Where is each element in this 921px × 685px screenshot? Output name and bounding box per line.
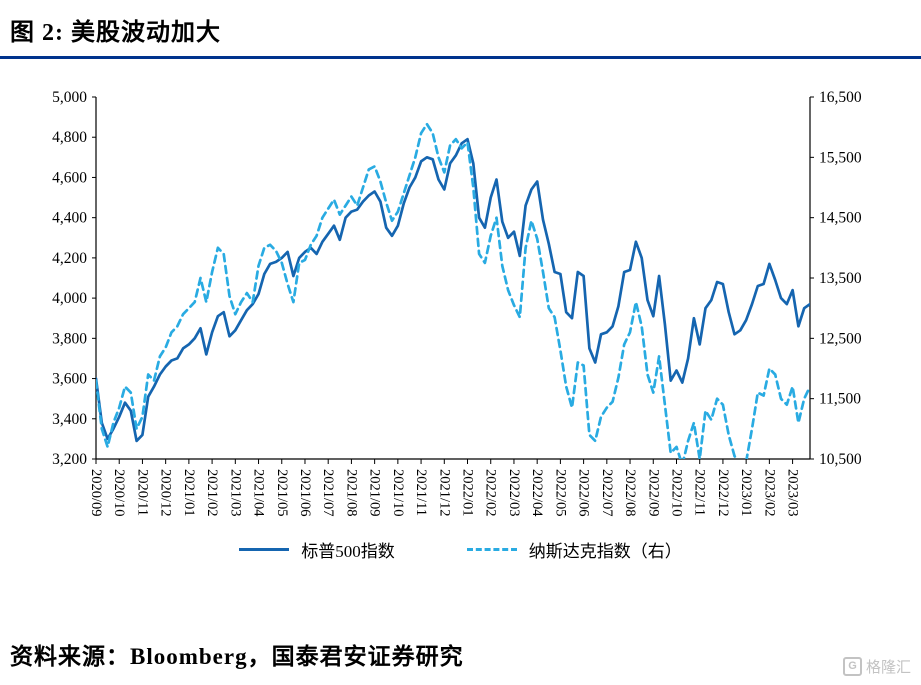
svg-text:2021/02: 2021/02 [204,469,220,517]
svg-text:2020/10: 2020/10 [111,469,127,517]
nasdaq-line-sample-icon [466,548,517,551]
svg-text:4,400: 4,400 [52,210,87,227]
svg-text:16,500: 16,500 [819,89,862,106]
svg-text:4,000: 4,000 [52,290,87,307]
legend-label-sp500: 标普500指数 [301,542,395,561]
svg-text:5,000: 5,000 [52,89,87,106]
svg-text:2021/06: 2021/06 [297,469,313,517]
svg-text:2021/04: 2021/04 [251,469,267,517]
svg-text:2023/02: 2023/02 [761,469,777,517]
svg-text:2020/09: 2020/09 [88,469,104,517]
svg-text:3,200: 3,200 [52,451,87,468]
svg-text:2021/11: 2021/11 [413,469,429,516]
svg-text:2022/12: 2022/12 [715,469,731,517]
svg-text:2022/02: 2022/02 [483,469,499,517]
legend-label-nasdaq: 纳斯达克指数（右） [528,542,682,561]
svg-text:12,500: 12,500 [819,330,862,347]
gelonghui-watermark-text: 格隆汇 [865,659,911,676]
title-divider-rule [0,56,921,59]
svg-text:2021/07: 2021/07 [320,469,336,517]
svg-text:2022/01: 2022/01 [460,469,476,517]
line-chart: 3,200 3,400 3,600 3,800 4,000 4,200 4,400 4,600… [52,89,862,517]
svg-text:2021/12: 2021/12 [436,469,452,517]
legend-item-sp500: 标普500指数 [239,537,395,562]
svg-text:2021/10: 2021/10 [390,469,406,517]
svg-text:2022/06: 2022/06 [576,469,592,517]
sp500-line-sample-icon [239,548,290,551]
svg-text:2022/08: 2022/08 [622,469,638,517]
svg-text:2022/07: 2022/07 [599,469,615,517]
svg-text:2022/09: 2022/09 [645,469,661,517]
figure-title: 图 2: 美股波动加大 [10,20,221,46]
svg-text:2021/01: 2021/01 [181,469,197,517]
svg-text:2022/10: 2022/10 [668,469,684,517]
svg-text:3,400: 3,400 [52,411,87,428]
svg-text:2021/08: 2021/08 [343,469,359,517]
svg-text:11,500: 11,500 [819,391,861,408]
legend-item-nasdaq: 纳斯达克指数（右） [466,537,682,562]
svg-text:2021/05: 2021/05 [274,469,290,517]
chart-area: 3,200 3,400 3,600 3,800 4,000 4,200 4,400 4,600… [8,67,921,537]
svg-text:4,800: 4,800 [52,129,87,146]
svg-text:4,200: 4,200 [52,250,87,267]
svg-text:2022/05: 2022/05 [552,469,568,517]
svg-text:2023/01: 2023/01 [738,469,754,517]
svg-text:2020/11: 2020/11 [134,469,150,516]
chart-legend: 标普500指数 纳斯达克指数（右） [0,537,921,562]
gelonghui-logo-icon: G [842,657,862,676]
svg-text:14,500: 14,500 [819,210,862,227]
svg-text:15,500: 15,500 [819,149,862,166]
svg-text:2021/09: 2021/09 [367,469,383,517]
svg-text:2020/12: 2020/12 [158,469,174,517]
svg-text:4,600: 4,600 [52,169,87,186]
svg-text:10,500: 10,500 [819,451,862,468]
svg-text:3,800: 3,800 [52,330,87,347]
gelonghui-watermark: G 格隆汇 [842,656,911,677]
svg-text:2022/03: 2022/03 [506,469,522,517]
svg-text:2021/03: 2021/03 [227,469,243,517]
svg-text:2023/03: 2023/03 [785,469,801,517]
svg-text:3,600: 3,600 [52,371,87,388]
svg-text:2022/11: 2022/11 [692,469,708,516]
source-text: 资料来源：Bloomberg，国泰君安证券研究 [10,644,464,669]
svg-text:13,500: 13,500 [819,270,862,287]
svg-text:2022/04: 2022/04 [529,469,545,517]
